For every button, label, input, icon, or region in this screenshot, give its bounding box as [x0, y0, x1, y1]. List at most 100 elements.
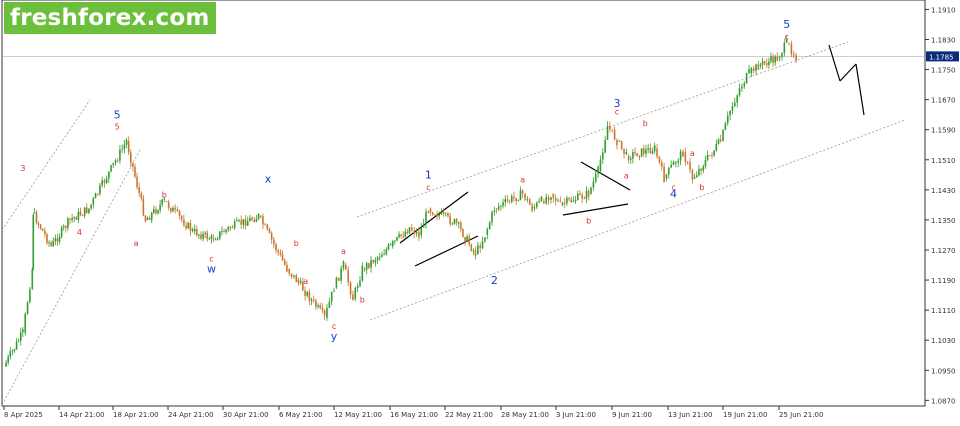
candle-body — [79, 211, 82, 216]
candle-body — [191, 229, 194, 231]
candle-body — [163, 198, 166, 200]
candle-body — [704, 160, 707, 167]
candle-body — [262, 216, 264, 225]
candle-body — [734, 102, 736, 107]
candle-body — [547, 197, 550, 200]
channel-line — [356, 41, 849, 218]
candle-body — [123, 144, 126, 149]
candle-body — [627, 156, 630, 160]
candle-body — [474, 250, 477, 257]
candle-body — [212, 238, 215, 240]
candle-body — [711, 155, 713, 157]
candle-body — [112, 163, 115, 166]
candle-body — [731, 106, 734, 111]
candle-body — [153, 209, 155, 213]
candle-body — [46, 234, 48, 243]
candle-body — [404, 231, 407, 237]
candle-body — [411, 227, 413, 231]
candle-body — [545, 197, 548, 204]
candle-body — [83, 207, 86, 216]
brand-logo: freshforex.com — [4, 2, 216, 34]
x-tick-label: 12 May 21:00 — [334, 411, 382, 419]
candle-body — [415, 231, 418, 234]
candle-body — [464, 237, 466, 242]
candle-body — [677, 160, 680, 163]
candle-body — [148, 218, 151, 220]
pattern-line — [839, 63, 857, 82]
wave-label: b — [643, 119, 648, 128]
candle-body — [75, 217, 78, 220]
candle-body — [290, 273, 293, 277]
wave-label: b — [360, 296, 365, 305]
candle-body — [581, 194, 583, 199]
candle-body — [227, 226, 230, 230]
candle-body — [238, 220, 240, 222]
wave-label: a — [690, 149, 695, 158]
plot-area — [1, 0, 926, 407]
y-tick-label: 1.1590 — [931, 127, 956, 135]
wave-label: c — [332, 322, 336, 331]
candle-body — [420, 227, 423, 235]
y-tick-label: 1.1670 — [931, 97, 956, 105]
candle-body — [508, 200, 511, 202]
candle-body — [319, 305, 322, 309]
current-price-tag — [926, 51, 959, 62]
candle-body — [576, 193, 579, 200]
candle-body — [765, 63, 768, 65]
candle-body — [602, 152, 604, 160]
x-tick-label: 13 Jun 21:00 — [668, 411, 712, 419]
candle-body — [54, 238, 57, 241]
candle-body — [413, 230, 416, 234]
candle-body — [486, 229, 489, 235]
candle-body — [638, 156, 641, 158]
candle-body — [738, 88, 741, 96]
candle-body — [19, 332, 22, 341]
candle-body — [774, 56, 776, 63]
candle-body — [349, 282, 352, 295]
candle-body — [277, 250, 279, 253]
candle-body — [193, 228, 196, 232]
candle-body — [242, 219, 245, 225]
x-tick-label: 6 May 21:00 — [279, 411, 323, 419]
candle-body — [521, 190, 524, 194]
candle-body — [763, 61, 766, 64]
candle-body — [449, 215, 451, 224]
candle-body — [550, 197, 552, 200]
candle-body — [519, 190, 522, 201]
candle-body — [698, 168, 700, 176]
candle-body — [394, 240, 396, 242]
candle-body — [568, 197, 570, 200]
wave-label: c — [671, 183, 675, 192]
x-tick-label: 28 May 21:00 — [501, 411, 549, 419]
candle-body — [462, 229, 464, 238]
candle-body — [99, 185, 101, 194]
y-tick-label: 1.1830 — [931, 36, 956, 44]
candle-body — [438, 214, 441, 217]
candle-body — [488, 222, 491, 230]
candle-body — [743, 83, 746, 87]
candle-body — [632, 152, 634, 159]
candle-body — [540, 196, 543, 201]
candle-body — [236, 220, 238, 222]
candle-body — [125, 140, 128, 145]
candle-body — [116, 160, 119, 162]
candle-body — [713, 150, 715, 156]
candle-body — [400, 234, 402, 236]
candle-body — [770, 56, 772, 62]
candle-body — [457, 222, 460, 224]
candle-body — [142, 198, 145, 216]
candle-body — [436, 214, 438, 217]
candle-body — [606, 126, 609, 140]
candle-body — [359, 280, 361, 287]
candle-body — [172, 207, 174, 212]
candle-body — [444, 213, 447, 215]
wave-label: 2 — [491, 274, 498, 287]
candle-body — [136, 176, 138, 188]
candle-body — [726, 115, 729, 124]
candle-body — [466, 236, 468, 242]
wave-label: b — [699, 183, 704, 192]
wave-label: 3 — [20, 164, 25, 173]
candle-body — [92, 198, 95, 205]
candle-body — [668, 167, 670, 175]
candle-body — [56, 238, 59, 242]
